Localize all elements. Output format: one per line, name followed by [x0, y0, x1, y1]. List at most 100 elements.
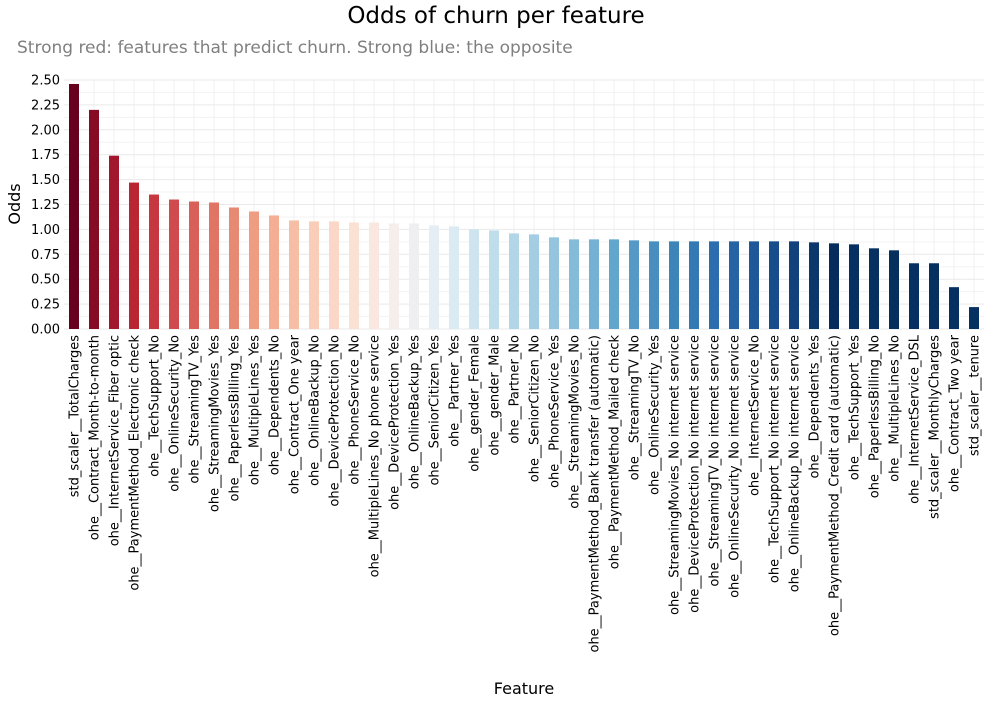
bar	[389, 223, 399, 329]
x-tick-label: ohe__PhoneService_No	[348, 335, 363, 485]
x-tick-label: ohe__OnlineBackup_Yes	[408, 335, 423, 489]
bar	[969, 307, 979, 329]
bar	[489, 230, 499, 329]
x-tick-label: ohe__Contract_Month-to-month	[88, 335, 103, 540]
bar	[149, 194, 159, 329]
x-tick-label: ohe__InternetService_DSL	[908, 334, 923, 504]
y-tick-label: 2.25	[31, 98, 60, 113]
x-axis-label: Feature	[494, 679, 554, 698]
bar	[909, 263, 919, 329]
bar	[89, 109, 99, 329]
y-tick-label: 0.00	[31, 323, 60, 338]
y-tick-label: 2.50	[31, 74, 60, 89]
bar	[369, 222, 379, 329]
x-tick-label: ohe__SeniorCitizen_Yes	[428, 335, 443, 486]
bar	[729, 241, 739, 329]
x-tick-label: ohe__MultipleLines_No phone service	[368, 335, 383, 577]
bar	[709, 241, 719, 329]
bar	[629, 240, 639, 329]
bar	[69, 83, 79, 329]
x-tick-label: ohe__TechSupport_No internet service	[768, 335, 783, 583]
bar	[849, 244, 859, 329]
bar	[509, 233, 519, 329]
bar	[269, 215, 279, 329]
bar	[809, 242, 819, 329]
bar	[329, 221, 339, 329]
bar	[569, 239, 579, 329]
bar	[689, 241, 699, 329]
x-tick-label: ohe__StreamingMovies_No internet service	[668, 335, 683, 615]
y-axis-label: Odds	[5, 183, 24, 224]
x-tick-label: ohe__Dependents_Yes	[808, 335, 823, 479]
x-tick-label: ohe__PaymentMethod_Bank transfer (automa…	[588, 335, 603, 653]
bar	[829, 243, 839, 329]
y-axis-ticks: 0.00 0.25 0.50 0.75 1.00 1.25 1.50 1.75 2.00 2.25…	[31, 74, 60, 338]
x-tick-label: std_scaler__tenure	[968, 335, 983, 456]
x-tick-label: ohe__TechSupport_Yes	[848, 335, 863, 480]
x-tick-label: ohe__PhoneService_Yes	[548, 335, 563, 488]
bar	[209, 202, 219, 329]
bar	[649, 241, 659, 329]
x-tick-label: ohe__InternetService_No	[748, 335, 763, 496]
bar	[169, 199, 179, 329]
y-tick-label: 1.25	[31, 198, 60, 213]
bar	[929, 263, 939, 329]
x-tick-label: ohe__gender_Female	[468, 335, 483, 472]
y-tick-label: 2.00	[31, 123, 60, 138]
x-tick-label: ohe__Partner_Yes	[448, 335, 463, 447]
x-tick-label: ohe__MultipleLines_Yes	[248, 335, 263, 485]
x-tick-label: ohe__StreamingTV_Yes	[188, 335, 203, 484]
bar	[749, 241, 759, 329]
x-tick-label: ohe__PaperlessBilling_Yes	[228, 335, 243, 502]
y-tick-label: 0.25	[31, 298, 60, 313]
x-tick-label: ohe__OnlineSecurity_No	[168, 335, 183, 492]
x-tick-label: ohe__PaymentMethod_Mailed check	[608, 335, 623, 570]
x-tick-label: ohe__MultipleLines_No	[888, 335, 903, 482]
y-tick-label: 1.75	[31, 148, 60, 163]
x-tick-label: std_scaler__MonthlyCharges	[928, 335, 943, 519]
bar	[869, 248, 879, 329]
x-tick-label: ohe__Partner_No	[508, 335, 523, 444]
bar	[189, 201, 199, 329]
bar	[609, 239, 619, 329]
bar	[429, 225, 439, 329]
x-tick-label: ohe__DeviceProtection_Yes	[388, 335, 403, 510]
chart-subtitle: Strong red: features that predict churn.…	[17, 38, 573, 58]
bar	[529, 234, 539, 329]
bar	[469, 229, 479, 329]
bar	[349, 222, 359, 329]
y-tick-label: 0.75	[31, 248, 60, 263]
x-tick-label: ohe__OnlineBackup_No internet service	[788, 335, 803, 592]
bar	[889, 250, 899, 329]
bar	[309, 221, 319, 329]
x-axis-ticks: std_scaler__TotalCharges ohe__Contract_Mo…	[68, 334, 983, 652]
bars	[69, 83, 979, 329]
x-tick-label: std_scaler__TotalCharges	[68, 335, 83, 497]
y-tick-label: 0.50	[31, 273, 60, 288]
bar	[549, 237, 559, 329]
x-tick-label: ohe__PaymentMethod_Credit card (automati…	[828, 335, 843, 636]
x-tick-label: ohe__TechSupport_No	[148, 335, 163, 477]
x-tick-label: ohe__InternetService_Fiber optic	[108, 335, 123, 546]
x-tick-label: ohe__DeviceProtection_No	[328, 335, 343, 507]
x-tick-label: ohe__OnlineSecurity_No internet service	[728, 335, 743, 598]
x-tick-label: ohe__DeviceProtection_No internet servic…	[688, 335, 703, 613]
bar	[109, 155, 119, 329]
x-tick-label: ohe__StreamingTV_No	[628, 335, 643, 480]
x-tick-label: ohe__Contract_Two year	[948, 334, 963, 492]
bar	[789, 241, 799, 329]
x-tick-label: ohe__SeniorCitizen_No	[528, 335, 543, 482]
x-tick-label: ohe__PaperlessBilling_No	[868, 335, 883, 498]
bar	[449, 226, 459, 329]
x-tick-label: ohe__StreamingTV_No internet service	[708, 335, 723, 587]
y-tick-label: 1.00	[31, 223, 60, 238]
bar	[769, 241, 779, 329]
bar	[289, 220, 299, 329]
x-tick-label: ohe__Contract_One year	[288, 334, 303, 494]
x-tick-label: ohe__OnlineBackup_No	[308, 335, 323, 486]
bar	[589, 239, 599, 329]
x-tick-label: ohe__PaymentMethod_Electronic check	[128, 335, 143, 591]
y-tick-label: 1.50	[31, 173, 60, 188]
x-tick-label: ohe__StreamingMovies_Yes	[208, 335, 223, 512]
